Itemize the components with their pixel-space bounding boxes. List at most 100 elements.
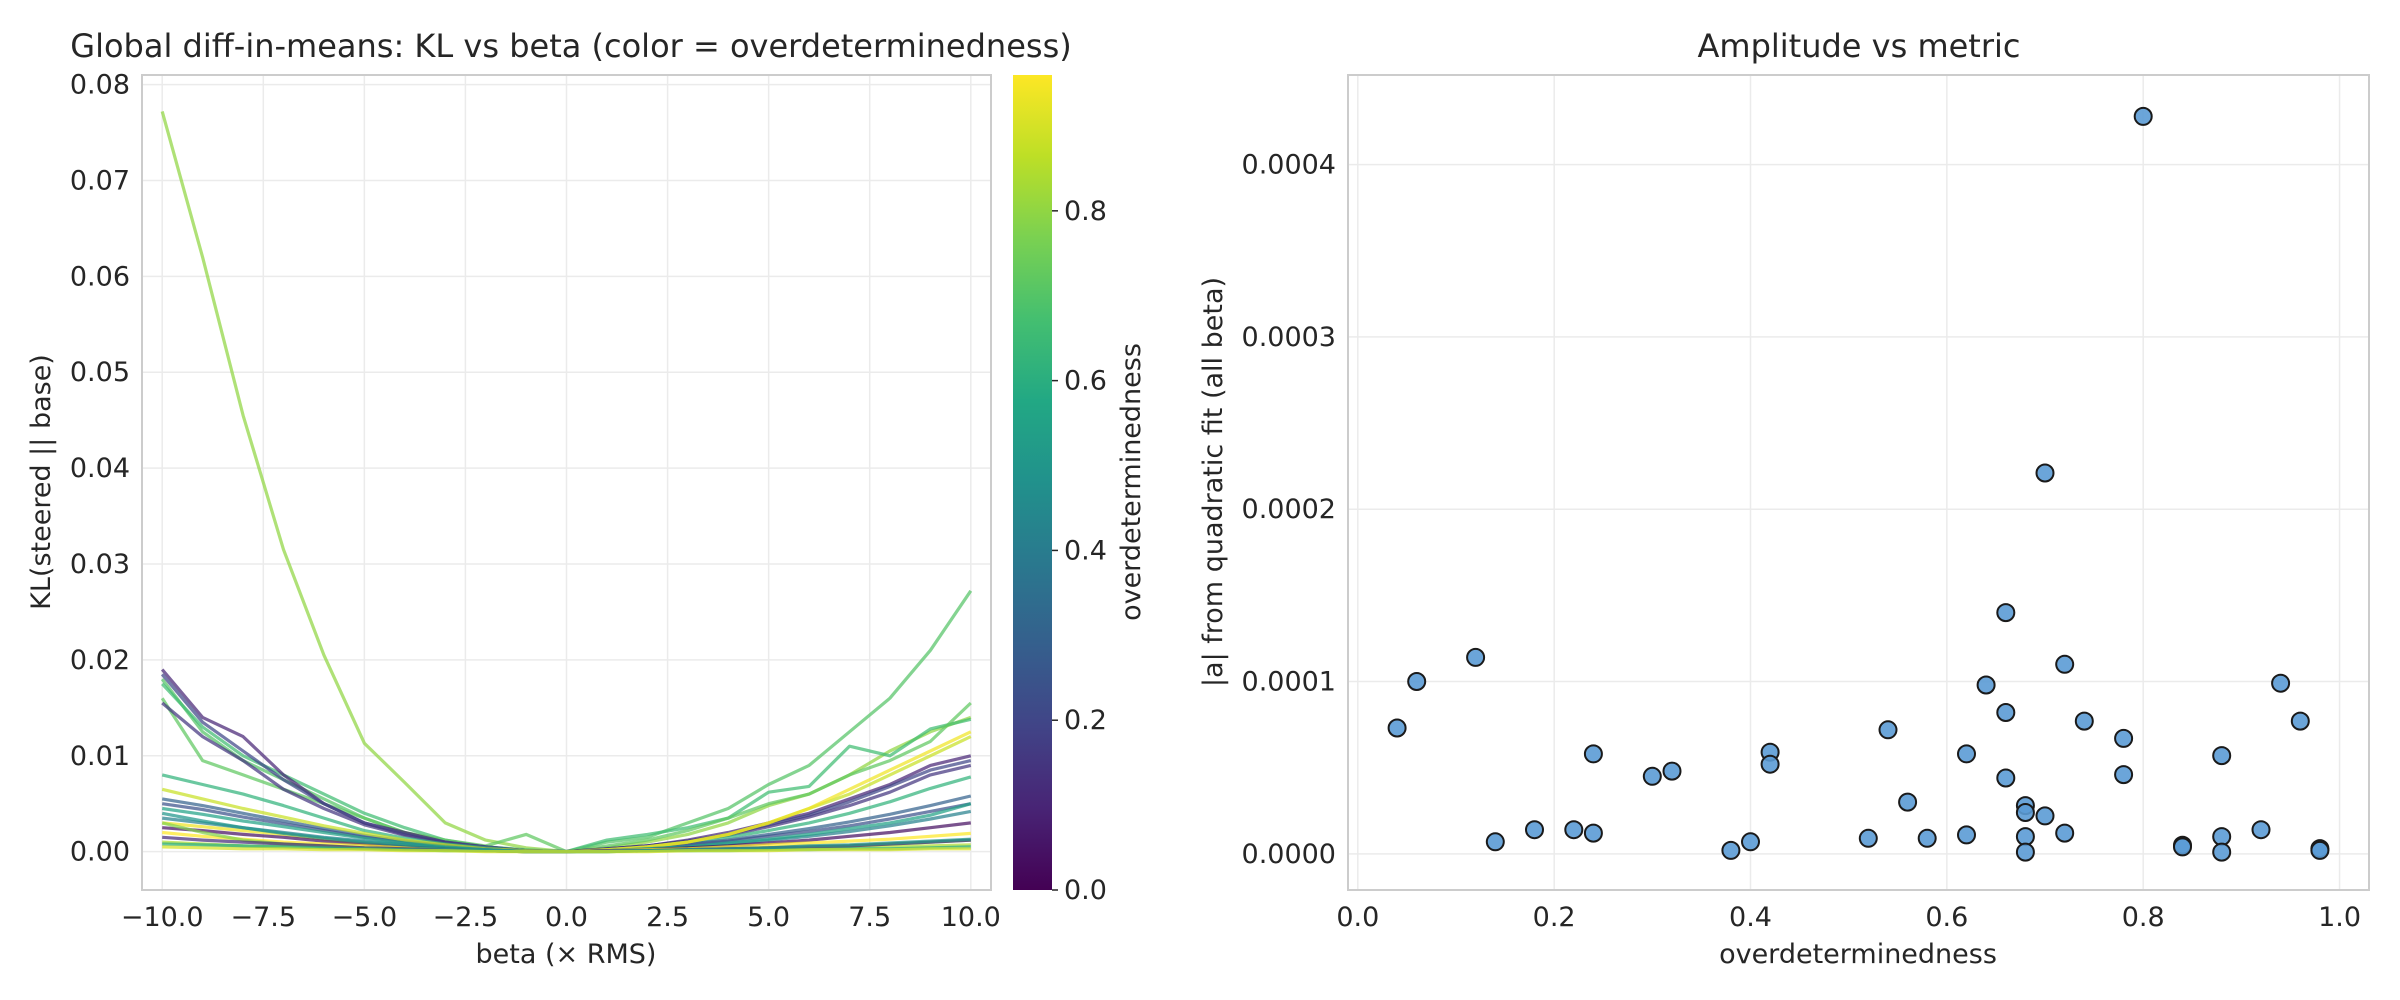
right-gridlines xyxy=(1348,75,2369,890)
left-x-tick-label: −2.5 xyxy=(433,902,499,933)
left-x-tick-label: −10.0 xyxy=(121,902,204,933)
colorbar-tick-label: 0.4 xyxy=(1064,535,1107,566)
scatter-point-28 xyxy=(2015,842,2035,862)
left-x-tick-label: 0.0 xyxy=(545,902,588,933)
right-x-tick-label: 0.4 xyxy=(1729,902,1772,933)
left-y-tick-labels: 0.00 0.01 0.02 0.03 0.04 0.05 0.06 0.07 0.08 xyxy=(70,70,130,868)
scatter-point-30 xyxy=(2035,806,2055,826)
right-scatter-points xyxy=(1387,106,2330,862)
scatter-point-40 xyxy=(2212,827,2232,847)
left-y-tick-label: 0.05 xyxy=(70,357,130,388)
scatter-point-26 xyxy=(2015,803,2035,822)
colorbar-tick-label: 0.2 xyxy=(1064,705,1107,736)
scatter-point-16 xyxy=(1878,720,1898,740)
scatter-point-24 xyxy=(1996,768,2016,788)
scatter-point-12 xyxy=(1741,832,1760,852)
scatter-point-20 xyxy=(1957,825,1976,845)
scatter-point-39 xyxy=(2212,746,2232,766)
left-y-tick-label: 0.02 xyxy=(70,645,130,676)
left-y-tick-label: 0.07 xyxy=(70,165,130,196)
left-x-tick-label: −5.0 xyxy=(332,902,398,933)
left-x-tick-label: 7.5 xyxy=(848,902,891,933)
scatter-point-38 xyxy=(2173,837,2192,857)
left-y-tick-label: 0.03 xyxy=(70,549,130,580)
left-series-lines xyxy=(160,110,973,854)
left-x-axis-label: beta (× RMS) xyxy=(476,939,657,970)
right-y-tick-label: 0.0002 xyxy=(1242,494,1336,525)
scatter-point-8 xyxy=(1583,823,1603,843)
scatter-point-4 xyxy=(1485,832,1505,852)
right-y-tick-label: 0.0000 xyxy=(1242,839,1336,870)
scatter-point-15 xyxy=(1858,828,1878,848)
left-plot-frame xyxy=(141,74,992,891)
left-chart-title: Global diff-in-means: KL vs beta (color … xyxy=(70,27,1071,65)
right-y-tick-label: 0.0003 xyxy=(1242,322,1336,353)
right-x-tick-label: 1.0 xyxy=(2318,902,2361,933)
scatter-point-27 xyxy=(2015,827,2035,847)
scatter-point-6 xyxy=(1564,820,1584,840)
scatter-point-11 xyxy=(1721,840,1741,860)
scatter-point-7 xyxy=(1583,744,1603,764)
colorbar-tick-label: 0.8 xyxy=(1064,196,1107,227)
scatter-point-23 xyxy=(1996,703,2016,722)
left-y-tick-label: 0.08 xyxy=(70,70,130,101)
scatter-point-44 xyxy=(2290,711,2310,731)
scatter-point-2 xyxy=(1407,672,1427,691)
scatter-point-32 xyxy=(2055,823,2075,843)
left-gridlines xyxy=(142,75,991,890)
left-x-tick-label: 5.0 xyxy=(747,902,790,933)
right-x-tick-label: 0.6 xyxy=(1925,902,1968,933)
scatter-point-9 xyxy=(1642,766,1662,786)
left-y-tick-label: 0.01 xyxy=(70,741,130,772)
scatter-point-35 xyxy=(2114,765,2134,785)
left-x-tick-label: 10.0 xyxy=(941,902,1001,933)
colorbar-tick-labels: 0.0 0.2 0.4 0.6 0.8 xyxy=(1052,196,1107,906)
scatter-point-22 xyxy=(1996,603,2016,623)
left-y-tick-label: 0.04 xyxy=(70,453,130,484)
kl-series-line-22 xyxy=(162,845,971,854)
right-x-tick-label: 0.2 xyxy=(1533,902,1576,933)
left-y-axis-label: KL(steered || base) xyxy=(26,354,57,610)
right-x-tick-label: 0.0 xyxy=(1336,902,1379,933)
scatter-point-42 xyxy=(2251,820,2271,840)
scatter-point-3 xyxy=(1466,647,1486,667)
scatter-point-43 xyxy=(2271,673,2291,693)
scatter-point-46 xyxy=(2310,840,2330,860)
scatter-point-5 xyxy=(1525,820,1544,840)
left-x-tick-label: 2.5 xyxy=(646,902,689,933)
scatter-point-29 xyxy=(2035,463,2055,483)
right-y-tick-label: 0.0004 xyxy=(1242,150,1336,181)
scatter-point-21 xyxy=(1976,675,1996,695)
colorbar-gradient xyxy=(1013,75,1052,890)
right-plot-frame xyxy=(1347,74,2370,891)
right-y-tick-label: 0.0001 xyxy=(1242,667,1336,698)
scatter-point-14 xyxy=(1760,754,1780,774)
left-x-tick-labels: −10.0 −7.5 −5.0 −2.5 0.0 2.5 5.0 7.5 10.0 xyxy=(121,902,1001,933)
right-chart-title: Amplitude vs metric xyxy=(1698,27,2021,65)
scatter-point-41 xyxy=(2212,842,2232,862)
amplitude-vs-metric-chart: Amplitude vs metric 0.0 0.2 0.4 0.6 0.8 1.0 0… xyxy=(1198,27,2370,970)
right-x-axis-label: overdeterminedness xyxy=(1719,939,1997,970)
scatter-point-10 xyxy=(1662,761,1682,781)
scatter-point-31 xyxy=(2055,654,2075,674)
colorbar-label: overdeterminedness xyxy=(1116,343,1147,621)
scatter-point-36 xyxy=(2133,106,2153,126)
right-y-axis-label: |a| from quadratic fit (all beta) xyxy=(1198,277,1229,687)
scatter-point-19 xyxy=(1957,744,1976,764)
left-y-tick-label: 0.00 xyxy=(70,837,130,868)
scatter-point-34 xyxy=(2114,728,2134,748)
right-x-tick-labels: 0.0 0.2 0.4 0.6 0.8 1.0 xyxy=(1336,902,2361,933)
scatter-point-33 xyxy=(2074,711,2094,731)
colorbar-tick-label: 0.6 xyxy=(1064,366,1107,397)
kl-vs-beta-chart: Global diff-in-means: KL vs beta (color … xyxy=(26,27,1072,970)
right-y-tick-labels: 0.0000 0.0001 0.0002 0.0003 0.0004 xyxy=(1242,150,1336,870)
colorbar-tick-label: 0.0 xyxy=(1064,875,1107,906)
left-x-tick-label: −7.5 xyxy=(231,902,297,933)
scatter-point-17 xyxy=(1898,792,1918,812)
left-y-tick-label: 0.06 xyxy=(70,261,130,292)
right-x-tick-label: 0.8 xyxy=(2122,902,2165,933)
scatter-point-18 xyxy=(1917,828,1937,848)
colorbar: 0.0 0.2 0.4 0.6 0.8 overdeterminedness xyxy=(1013,75,1147,906)
scatter-point-1 xyxy=(1387,718,1407,738)
